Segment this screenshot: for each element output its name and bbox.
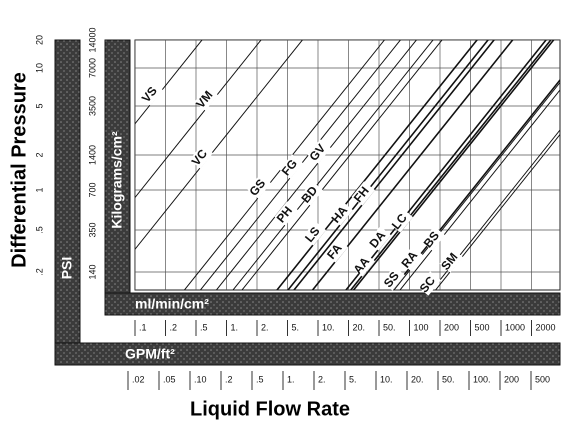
kg-tick: 3500 <box>87 96 97 116</box>
label-bg <box>299 181 323 206</box>
label-bg <box>381 266 405 291</box>
ml-tick: 1. <box>231 322 239 332</box>
kg-tick: 1400 <box>87 145 97 165</box>
label-bg <box>324 238 348 263</box>
ml-tick: 10. <box>322 322 335 332</box>
ml-tick: 2000 <box>536 322 556 332</box>
grid-frame <box>134 39 561 291</box>
gpm-tick: 2. <box>318 374 326 384</box>
ml-tick: 5. <box>292 322 300 332</box>
ml-tick: .1 <box>139 322 147 332</box>
gpm-tick: .5 <box>256 374 264 384</box>
rating-line <box>344 40 548 290</box>
psi-band-label: PSI <box>59 257 75 280</box>
label-bg <box>274 201 298 226</box>
ml-tick: 50. <box>383 322 396 332</box>
kg-tick: 7000 <box>87 58 97 78</box>
label-bg <box>389 208 413 233</box>
gpm-tick: 200 <box>504 374 519 384</box>
kg-tick: 14000 <box>87 27 97 52</box>
label-bg <box>367 226 391 251</box>
gpm-tick: .2 <box>225 374 233 384</box>
ml-tick: 200 <box>444 322 459 332</box>
gpm-tick: 20. <box>411 374 424 384</box>
label-bg <box>307 139 331 164</box>
ml-tick: .2 <box>170 322 178 332</box>
rating-line <box>215 40 418 290</box>
psi-tick: .2 <box>34 268 44 276</box>
gpm-band-label: GPM/ft² <box>125 346 175 362</box>
ml-band-label: ml/min/cm² <box>135 296 209 312</box>
rating-line <box>434 133 560 290</box>
gpm-tick: .10 <box>194 374 207 384</box>
rating-line <box>349 40 552 290</box>
rating-line <box>241 40 443 290</box>
gpm-tick: 1. <box>287 374 295 384</box>
label-bg <box>439 248 463 273</box>
label-bg <box>194 86 218 111</box>
psi-tick: 20 <box>34 35 44 45</box>
label-bg <box>351 252 375 277</box>
rating-line <box>275 40 479 290</box>
ml-tick: 2. <box>261 322 269 332</box>
label-bg <box>279 154 303 179</box>
ml-tick: 500 <box>475 322 490 332</box>
y-title: Differential Pressure <box>8 72 30 268</box>
ml-tick: 1000 <box>505 322 525 332</box>
rating-line <box>232 40 434 290</box>
label-bg <box>247 174 271 199</box>
label-bg <box>302 221 326 246</box>
kg-tick: 350 <box>87 222 97 237</box>
kg-tick: 140 <box>87 264 97 279</box>
rating-line <box>135 40 203 125</box>
rating-line <box>292 40 496 290</box>
label-bg <box>417 271 441 296</box>
psi-tick: 10 <box>34 63 44 73</box>
label-bg <box>351 181 375 206</box>
psi-band <box>54 39 81 366</box>
gpm-tick: .05 <box>163 374 176 384</box>
gpm-tick: 10. <box>380 374 393 384</box>
rating-line <box>352 40 555 290</box>
label-bg <box>139 81 163 106</box>
ml-tick: 20. <box>353 322 366 332</box>
gpm-tick: 5. <box>349 374 357 384</box>
gpm-tick: 100. <box>473 374 491 384</box>
gpm-band <box>54 342 561 366</box>
label-bg <box>189 144 213 169</box>
ml-band <box>104 292 561 316</box>
kg-band-label: Kilograms/cm² <box>109 131 125 229</box>
x-title: Liquid Flow Rate <box>190 398 350 420</box>
psi-tick: .5 <box>34 226 44 234</box>
rating-line <box>135 40 262 199</box>
gpm-tick: .02 <box>132 374 145 384</box>
psi-tick: 5 <box>34 103 44 108</box>
gpm-tick: 50. <box>442 374 455 384</box>
psi-tick: 2 <box>34 152 44 157</box>
psi-tick: 1 <box>34 187 44 192</box>
rating-line <box>286 40 490 290</box>
ml-tick: .5 <box>200 322 208 332</box>
gpm-tick: 500 <box>535 374 550 384</box>
kg-tick: 700 <box>87 182 97 197</box>
label-bg <box>399 246 423 271</box>
ml-tick: 100 <box>414 322 429 332</box>
rating-line <box>399 89 560 290</box>
label-bg <box>329 201 353 226</box>
label-bg <box>421 226 445 251</box>
